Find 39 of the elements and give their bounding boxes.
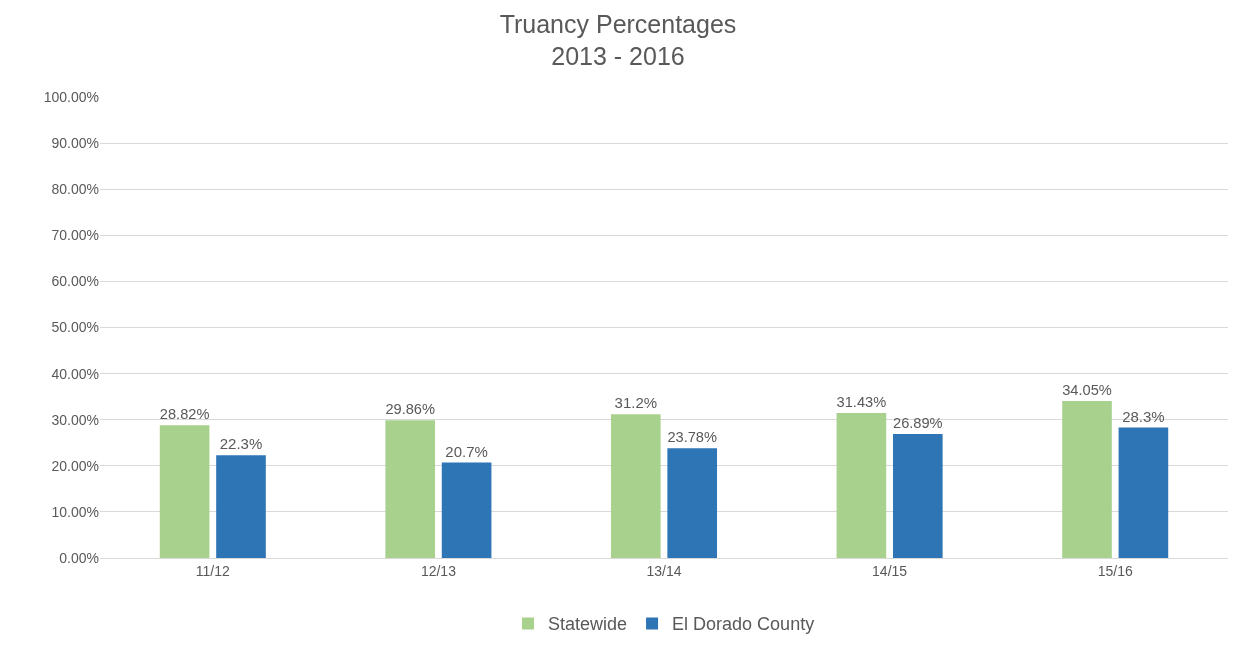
- data-label: 29.86%: [385, 401, 435, 418]
- bar: [610, 414, 661, 558]
- data-label: 23.78%: [667, 429, 717, 446]
- legend-label: El Dorado County: [672, 614, 815, 635]
- chart-title: Truancy Percentages 2013 - 2016: [499, 9, 737, 70]
- data-label: 28.3%: [1122, 407, 1165, 425]
- x-tick-label: 13/14: [646, 562, 682, 579]
- x-tick-label: 12/13: [420, 562, 457, 579]
- y-tick-label: 80.00%: [51, 181, 99, 198]
- data-label: 22.3%: [219, 435, 263, 453]
- bar: [667, 448, 718, 558]
- x-tick-label: 15/16: [1097, 562, 1133, 579]
- data-label: 20.7%: [445, 442, 488, 460]
- y-tick-label: 20.00%: [51, 457, 99, 474]
- y-tick-label: 60.00%: [51, 273, 99, 290]
- bar: [216, 455, 266, 558]
- data-label: 31.2%: [614, 394, 658, 412]
- y-tick-label: 100.00%: [43, 88, 99, 105]
- y-tick-label: 30.00%: [51, 411, 99, 428]
- y-tick-label: 40.00%: [51, 365, 99, 382]
- bar: [159, 425, 210, 558]
- bar: [836, 413, 887, 558]
- data-label: 34.05%: [1062, 382, 1112, 399]
- y-tick-label: 70.00%: [51, 227, 99, 244]
- data-label: 28.82%: [159, 406, 210, 423]
- x-tick-label: 11/12: [195, 562, 231, 579]
- data-label: 31.43%: [836, 394, 887, 411]
- bar: [1062, 401, 1112, 558]
- y-tick-label: 10.00%: [51, 503, 99, 520]
- bar: [441, 462, 492, 558]
- bar: [385, 420, 436, 558]
- y-tick-label: 90.00%: [51, 135, 99, 151]
- bar: [892, 434, 943, 558]
- y-tick-label: 0.00%: [59, 549, 99, 566]
- y-tick-label: 50.00%: [51, 319, 99, 336]
- bar: [1118, 427, 1169, 558]
- legend-label: Statewide: [548, 614, 628, 635]
- x-tick-label: 14/15: [872, 562, 908, 579]
- data-label: 26.89%: [893, 415, 943, 432]
